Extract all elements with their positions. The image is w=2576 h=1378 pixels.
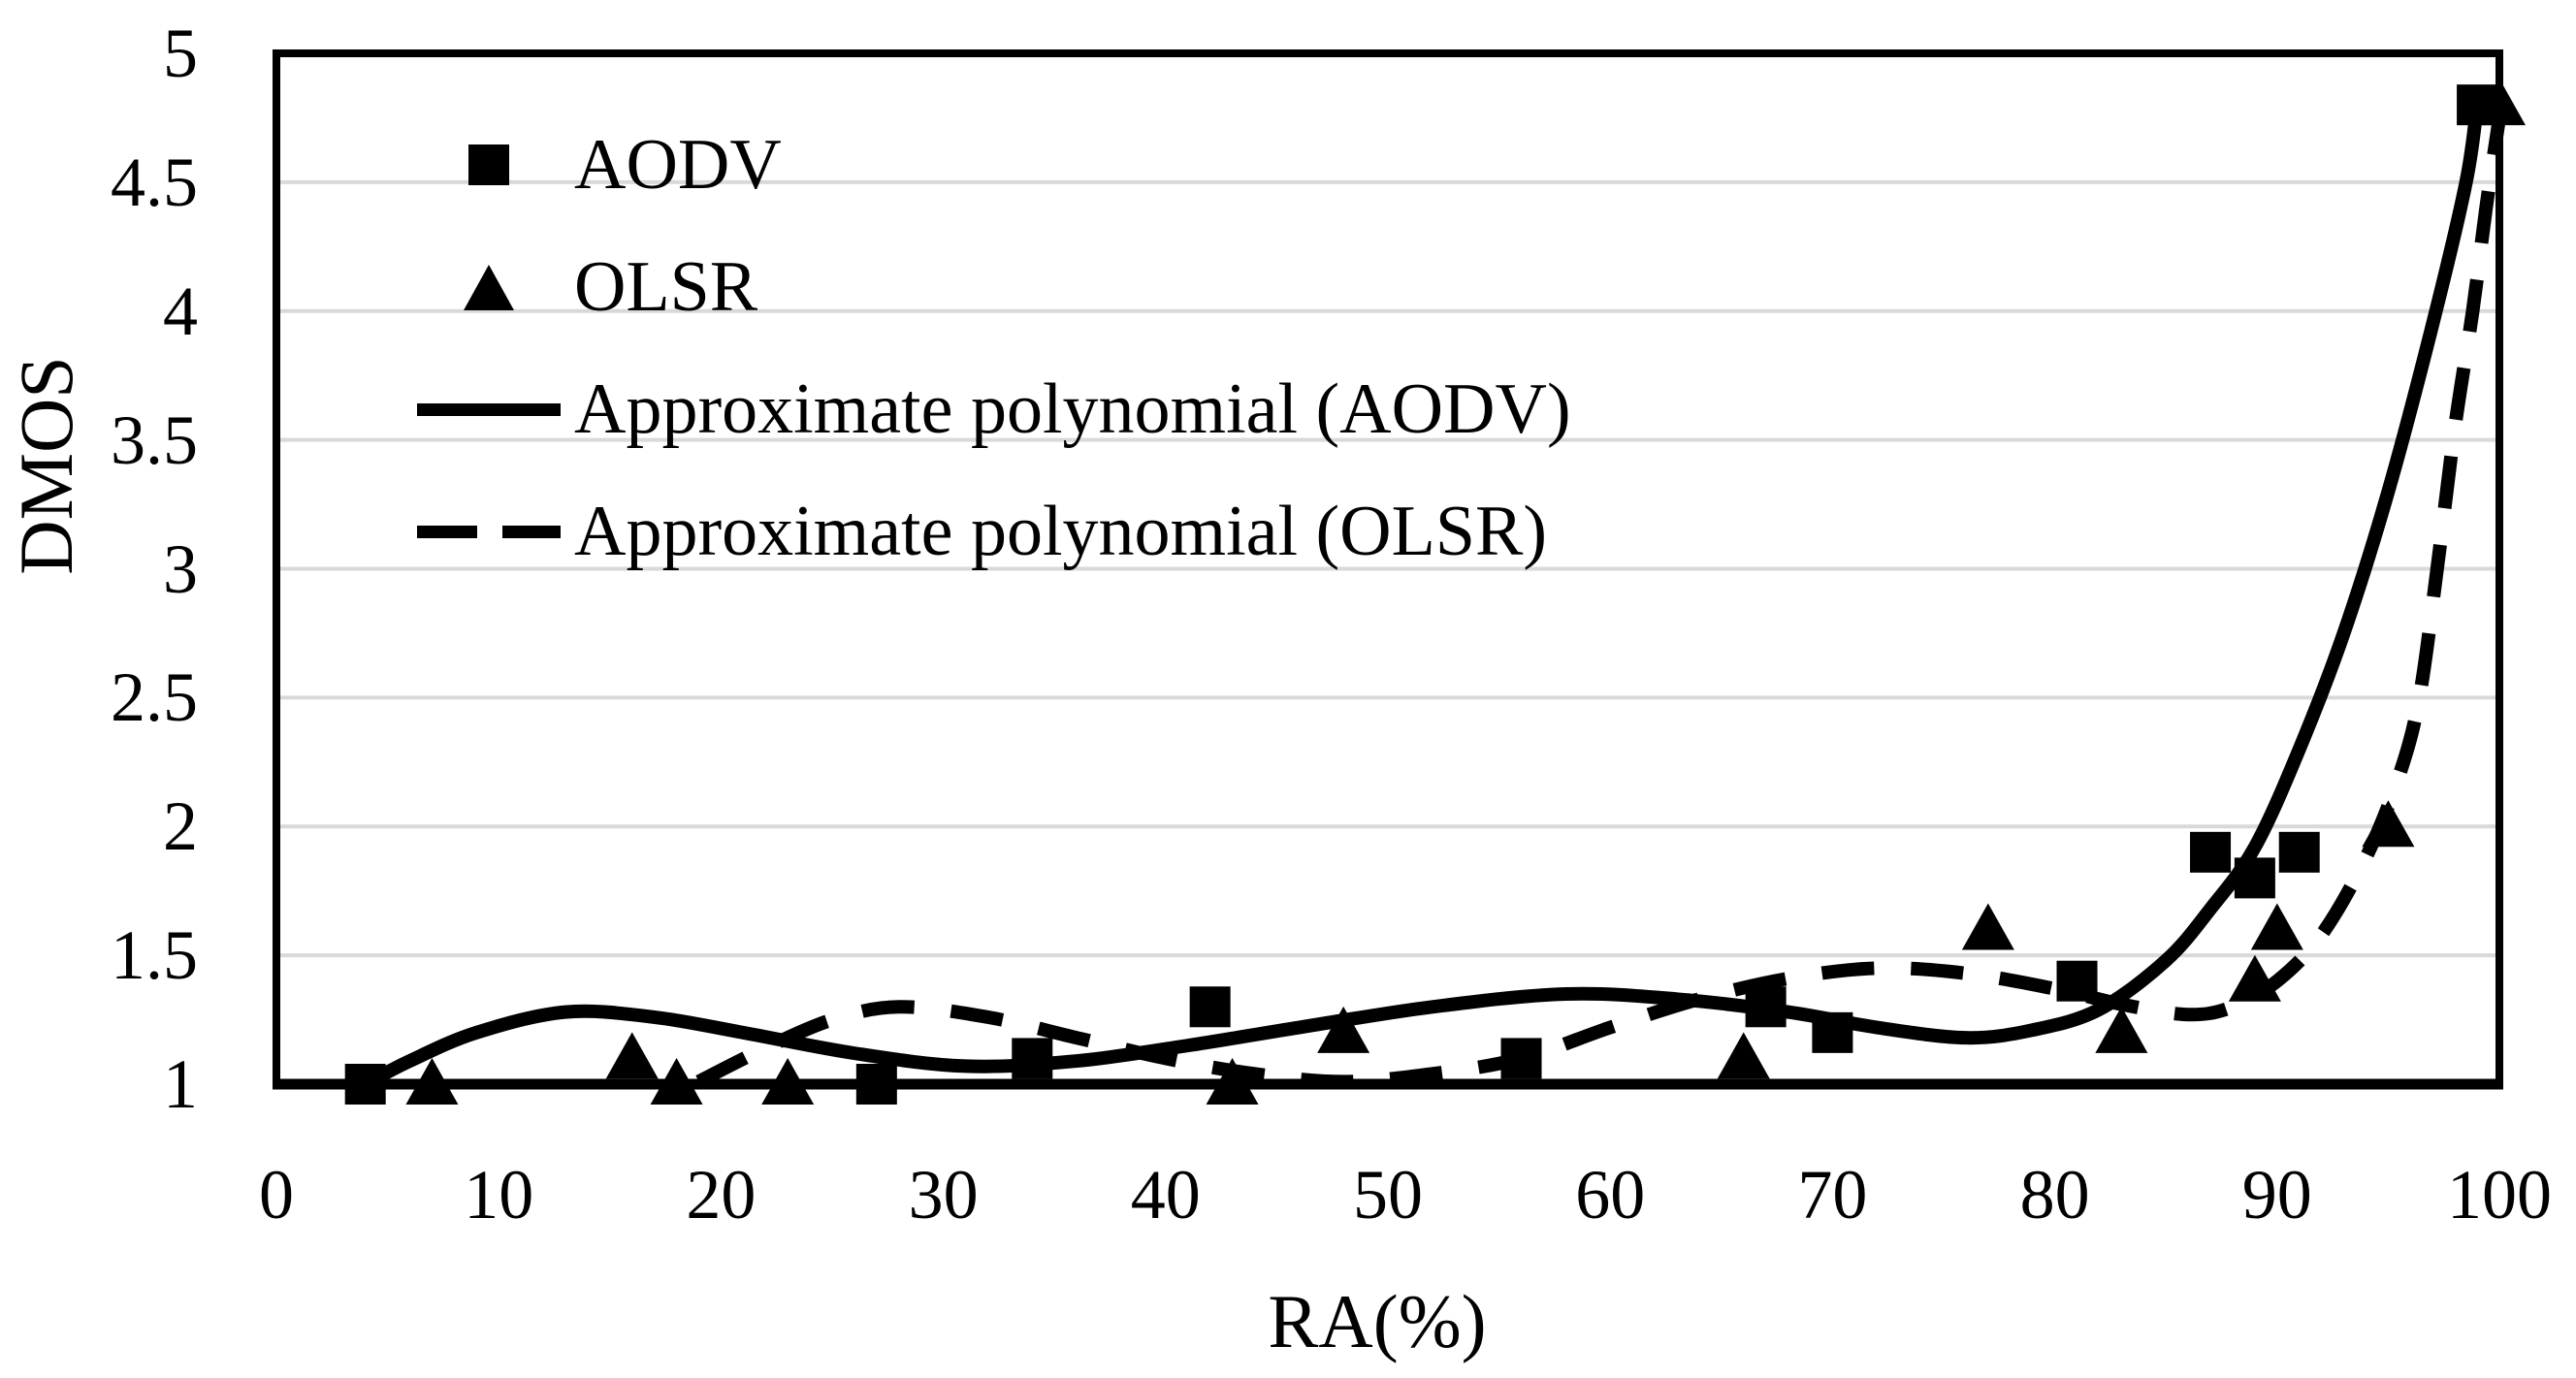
olsr-data-point	[2228, 954, 2281, 1002]
aodv-data-point	[1812, 1011, 1853, 1053]
olsr-data-point	[1317, 1006, 1370, 1053]
y-tick-label: 3	[163, 529, 198, 608]
x-tick-label: 30	[908, 1156, 979, 1234]
olsr-data-point	[1961, 903, 2014, 950]
olsr-data-point	[405, 1058, 459, 1105]
x-tick-label: 20	[686, 1156, 757, 1234]
olsr-data-point	[2473, 79, 2526, 126]
olsr-triangle-marker-icon	[417, 264, 561, 310]
solid-line-sample-icon	[417, 402, 561, 416]
dashed-line-sample-icon	[417, 525, 561, 538]
y-tick-label: 1.5	[111, 916, 198, 995]
legend: AODV OLSR Approximate polynomial (AODV) …	[417, 104, 1571, 593]
aodv-data-point	[1012, 1038, 1053, 1079]
legend-item-poly-olsr: Approximate polynomial (OLSR)	[417, 470, 1571, 593]
legend-item-poly-aodv: Approximate polynomial (AODV)	[417, 348, 1571, 470]
x-tick-label: 50	[1353, 1156, 1423, 1234]
aodv-data-point	[2278, 831, 2320, 873]
olsr-data-point	[2250, 903, 2303, 950]
y-tick-label: 4	[163, 272, 198, 350]
legend-label-aodv: AODV	[574, 125, 782, 205]
olsr-data-point	[1717, 1032, 1770, 1079]
olsr-data-point	[761, 1058, 815, 1105]
aodv-data-point	[1189, 986, 1231, 1028]
x-tick-label: 80	[2019, 1156, 2090, 1234]
x-tick-label: 10	[464, 1156, 534, 1234]
y-tick-label: 2	[163, 787, 198, 866]
x-tick-label: 0	[259, 1156, 294, 1234]
legend-item-olsr: OLSR	[417, 226, 1571, 348]
y-tick-label: 1	[163, 1045, 198, 1123]
olsr-data-point	[2095, 1006, 2148, 1053]
legend-label-poly-olsr: Approximate polynomial (OLSR)	[574, 492, 1547, 571]
aodv-square-marker-icon	[417, 144, 561, 185]
y-tick-label: 5	[163, 15, 198, 92]
x-axis-title: RA(%)	[1268, 1279, 1487, 1363]
olsr-data-point	[605, 1032, 659, 1079]
x-tick-label: 100	[2447, 1156, 2552, 1234]
legend-item-aodv: AODV	[417, 104, 1571, 226]
legend-label-poly-aodv: Approximate polynomial (AODV)	[574, 369, 1571, 449]
aodv-data-point	[855, 1064, 897, 1105]
x-tick-label: 40	[1130, 1156, 1201, 1234]
aodv-data-point	[344, 1064, 386, 1105]
legend-label-olsr: OLSR	[574, 247, 758, 327]
x-tick-label: 60	[1575, 1156, 1646, 1234]
y-tick-label: 3.5	[111, 401, 198, 479]
olsr-data-point	[1206, 1058, 1259, 1105]
aodv-data-point	[2234, 857, 2275, 899]
olsr-polynomial-curve	[695, 116, 2506, 1089]
x-tick-label: 90	[2241, 1156, 2312, 1234]
y-tick-label: 2.5	[111, 658, 198, 737]
aodv-data-point	[2190, 831, 2232, 873]
aodv-data-point	[2056, 960, 2098, 1002]
olsr-data-point	[650, 1058, 703, 1105]
aodv-polynomial-curve	[362, 104, 2485, 1091]
aodv-data-point	[1745, 986, 1787, 1028]
x-tick-label: 70	[1797, 1156, 1868, 1234]
y-tick-label: 4.5	[111, 143, 198, 221]
olsr-data-point	[2362, 800, 2415, 848]
aodv-data-point	[1500, 1038, 1542, 1079]
